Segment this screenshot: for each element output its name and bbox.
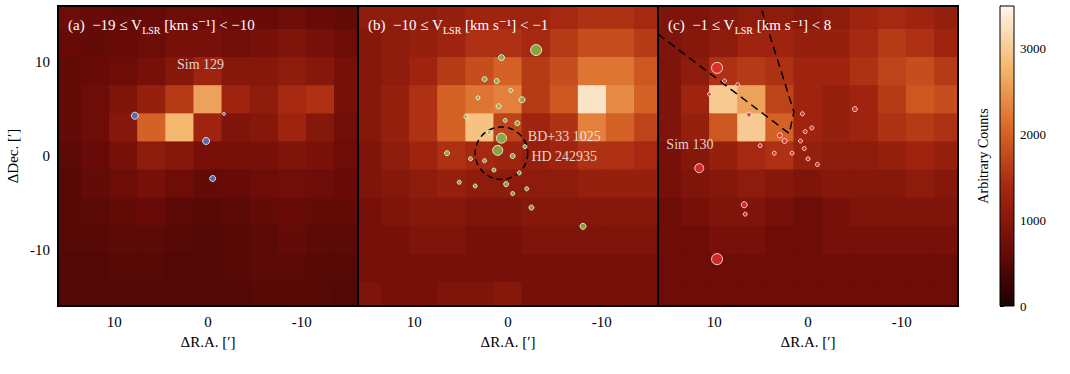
svg-text:3000: 3000 <box>1020 41 1046 56</box>
svg-text:0: 0 <box>504 314 512 330</box>
svg-text:[km s⁻¹] < −1: [km s⁻¹] < −1 <box>461 17 548 33</box>
svg-text:HD 242935: HD 242935 <box>531 149 597 164</box>
svg-text:LSR: LSR <box>443 25 462 36</box>
svg-text:LSR: LSR <box>735 25 754 36</box>
svg-text:0: 0 <box>43 148 51 164</box>
svg-text:Arbitrary Counts: Arbitrary Counts <box>976 108 991 203</box>
svg-text:10: 10 <box>35 54 50 70</box>
svg-text:ΔDec. [′]: ΔDec. [′] <box>5 129 21 184</box>
svg-text:ΔR.A. [′]: ΔR.A. [′] <box>180 334 235 350</box>
svg-text:2000: 2000 <box>1020 127 1046 142</box>
svg-text:10: 10 <box>707 314 722 330</box>
svg-text:BD+33 1025: BD+33 1025 <box>528 129 601 144</box>
svg-text:-10: -10 <box>30 242 50 258</box>
svg-text:-10: -10 <box>592 314 612 330</box>
svg-text:[km s⁻¹] < −10: [km s⁻¹] < −10 <box>161 17 255 33</box>
svg-text:1000: 1000 <box>1020 213 1046 228</box>
svg-text:Sim 129: Sim 129 <box>177 57 224 72</box>
svg-text:0: 0 <box>204 314 212 330</box>
svg-text:-10: -10 <box>292 314 312 330</box>
svg-text:-10: -10 <box>892 314 912 330</box>
svg-text:Sim 130: Sim 130 <box>666 137 713 152</box>
svg-text:10: 10 <box>407 314 422 330</box>
svg-text:ΔR.A. [′]: ΔR.A. [′] <box>780 334 835 350</box>
svg-text:(b) −10 ≤ V: (b) −10 ≤ V <box>368 17 443 34</box>
svg-text:0: 0 <box>804 314 812 330</box>
svg-text:(c) −1 ≤ V: (c) −1 ≤ V <box>668 17 735 34</box>
svg-text:0: 0 <box>1020 299 1027 314</box>
svg-text:10: 10 <box>107 314 122 330</box>
svg-text:[km s⁻¹] < 8: [km s⁻¹] < 8 <box>753 17 831 33</box>
svg-text:ΔR.A. [′]: ΔR.A. [′] <box>480 334 535 350</box>
svg-text:LSR: LSR <box>142 25 161 36</box>
svg-text:(a) −19 ≤ V: (a) −19 ≤ V <box>68 17 142 34</box>
